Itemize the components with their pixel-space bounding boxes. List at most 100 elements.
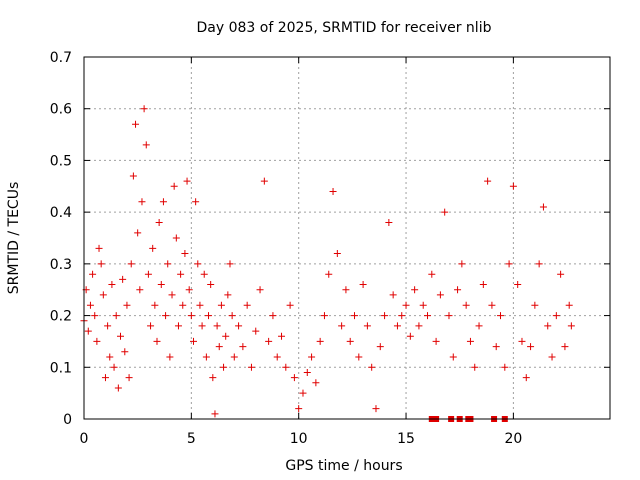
data-point (376, 343, 384, 351)
data-point (462, 301, 470, 309)
data-point (303, 368, 311, 376)
data-point (260, 177, 268, 185)
data-point (172, 234, 180, 242)
data-point (484, 177, 492, 185)
data-point (539, 203, 547, 211)
data-point (114, 384, 122, 392)
data-point (213, 322, 221, 330)
data-point (295, 405, 303, 413)
y-tick-label: 0 (63, 412, 72, 428)
data-point (342, 286, 350, 294)
data-point (91, 312, 99, 320)
data-point (194, 260, 202, 268)
data-point (351, 312, 359, 320)
data-point (168, 291, 176, 299)
data-point (181, 250, 189, 258)
data-point (436, 291, 444, 299)
data-point (192, 198, 200, 206)
data-point (488, 301, 496, 309)
data-point (134, 229, 142, 237)
data-point (205, 312, 213, 320)
data-point (514, 281, 522, 289)
data-point (527, 343, 535, 351)
axis-ticks (83, 56, 610, 420)
data-point (142, 141, 150, 149)
data-point (202, 353, 210, 361)
data-point (415, 322, 423, 330)
data-point (432, 337, 440, 345)
x-tick-label: 15 (397, 431, 415, 447)
data-point (518, 337, 526, 345)
data-point (235, 322, 243, 330)
data-point (458, 260, 466, 268)
data-point (247, 363, 255, 371)
data-point (224, 291, 232, 299)
y-tick-label: 0.5 (50, 153, 72, 169)
x-tick-labels: 0 5 10 15 20 (80, 431, 523, 447)
data-point (183, 177, 191, 185)
data-point (220, 363, 228, 371)
data-point (162, 312, 170, 320)
y-tick-label: 0.2 (50, 309, 72, 325)
data-point (144, 270, 152, 278)
data-point (381, 312, 389, 320)
y-tick-labels: 0 0.1 0.2 0.3 0.4 0.5 0.6 0.7 (50, 50, 72, 428)
data-point (97, 260, 105, 268)
data-point (273, 353, 281, 361)
data-point (127, 260, 135, 268)
x-tick-label: 5 (187, 431, 196, 447)
y-tick-label: 0.7 (50, 50, 72, 66)
data-point (548, 353, 556, 361)
data-point (363, 322, 371, 330)
data-point (445, 312, 453, 320)
data-point (544, 322, 552, 330)
data-point (355, 353, 363, 361)
data-point (290, 374, 298, 382)
data-point (123, 301, 131, 309)
data-point (121, 348, 129, 356)
data-point (299, 389, 307, 397)
data-point (106, 353, 114, 361)
data-point (325, 270, 333, 278)
data-point (239, 343, 247, 351)
data-point (228, 312, 236, 320)
data-point (207, 281, 215, 289)
grid-lines (84, 57, 610, 419)
x-tick-label: 0 (80, 431, 89, 447)
data-point (140, 105, 148, 113)
data-point (389, 291, 397, 299)
data-point (196, 301, 204, 309)
data-point (454, 286, 462, 294)
data-point (320, 312, 328, 320)
data-point (252, 327, 260, 335)
data-point (316, 337, 324, 345)
data-point (269, 312, 277, 320)
data-point (112, 312, 120, 320)
data-point (368, 363, 376, 371)
data-point (185, 286, 193, 294)
data-point (230, 353, 238, 361)
data-point (497, 312, 505, 320)
data-point (492, 343, 500, 351)
x-tick-label: 20 (504, 431, 522, 447)
data-point (222, 332, 230, 340)
data-point (149, 244, 157, 252)
y-axis-label: SRMTID / TECUs (6, 182, 22, 295)
data-point (93, 337, 101, 345)
data-point (179, 301, 187, 309)
data-point (101, 374, 109, 382)
data-point (479, 281, 487, 289)
data-point (333, 250, 341, 258)
data-point (226, 260, 234, 268)
data-point (505, 260, 513, 268)
data-point (531, 301, 539, 309)
data-point (346, 337, 354, 345)
data-point (119, 275, 127, 283)
data-point (153, 337, 161, 345)
x-tick-label: 10 (290, 431, 308, 447)
data-point (95, 244, 103, 252)
data-point (187, 312, 195, 320)
data-point (99, 291, 107, 299)
data-point (215, 343, 223, 351)
